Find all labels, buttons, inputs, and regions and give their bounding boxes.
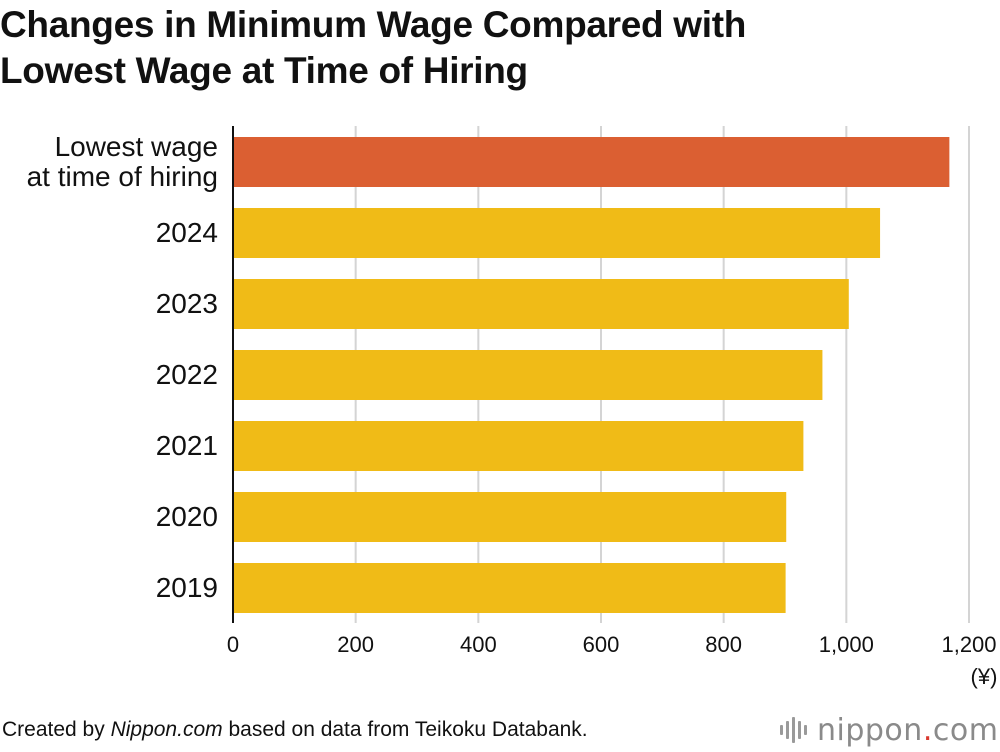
nippon-com-logo: nippon.com — [780, 712, 998, 748]
chart-title-line-2: Lowest Wage at Time of Hiring — [0, 50, 528, 91]
logo-dot: . — [922, 712, 933, 748]
category-label-1-0: 2024 — [156, 217, 218, 248]
logo-wordmark: nippon.com — [817, 713, 998, 748]
x-tick-label-1000: 1,000 — [819, 632, 874, 657]
category-label-0-1: at time of hiring — [27, 161, 218, 192]
x-tick-label-200: 200 — [337, 632, 374, 657]
bar-4 — [233, 421, 804, 471]
bars — [233, 137, 950, 613]
bar-2 — [233, 279, 849, 329]
category-label-3-0: 2022 — [156, 359, 218, 390]
footer-suffix: based on data from Teikoku Databank. — [222, 718, 588, 741]
x-tick-label-600: 600 — [583, 632, 620, 657]
category-label-4-0: 2021 — [156, 430, 218, 461]
chart-title: Changes in Minimum Wage Compared with Lo… — [0, 2, 1000, 94]
bar-3 — [233, 350, 823, 400]
logo-name: nippon — [817, 712, 923, 748]
category-label-0-0: Lowest wage — [55, 131, 218, 162]
category-label-6-0: 2019 — [156, 572, 218, 603]
chart-title-line-1: Changes in Minimum Wage Compared with — [0, 4, 747, 45]
category-label-2-0: 2023 — [156, 288, 218, 319]
footer-prefix: Created by — [2, 718, 111, 741]
logo-tld: com — [932, 712, 999, 748]
x-tick-label-0: 0 — [227, 632, 239, 657]
x-tick-labels: 0 200 400 600 800 1,000 1,200 — [227, 632, 997, 657]
bar-0 — [233, 137, 950, 187]
source-footer: Created by Nippon.com based on data from… — [2, 718, 588, 742]
bar-6 — [233, 563, 786, 613]
x-tick-label-800: 800 — [705, 632, 742, 657]
footer-source-name: Nippon.com — [110, 718, 223, 741]
x-tick-label-400: 400 — [460, 632, 497, 657]
bar-1 — [233, 208, 881, 258]
unit-label: (¥) — [971, 664, 998, 689]
x-tick-label-1200: 1,200 — [941, 632, 996, 657]
category-label-5-0: 2020 — [156, 501, 218, 532]
bar-5 — [233, 492, 787, 542]
sound-wave-icon — [780, 717, 807, 743]
